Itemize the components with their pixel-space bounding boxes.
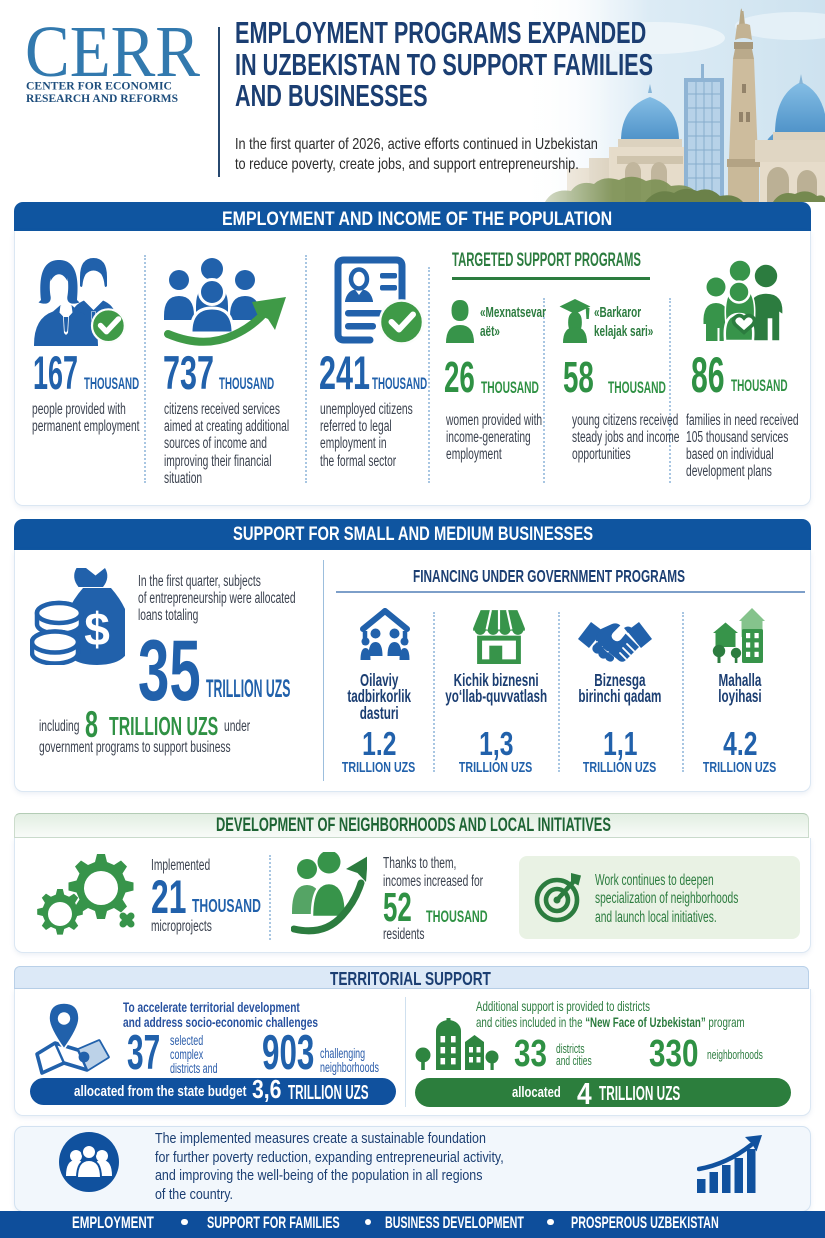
svg-text:CERR: CERR — [25, 24, 200, 92]
svg-text:RESEARCH AND REFORMS: RESEARCH AND REFORMS — [26, 91, 178, 104]
svg-text:$: $ — [84, 603, 110, 655]
svg-text:CENTER FOR ECONOMIC: CENTER FOR ECONOMIC — [26, 79, 172, 93]
